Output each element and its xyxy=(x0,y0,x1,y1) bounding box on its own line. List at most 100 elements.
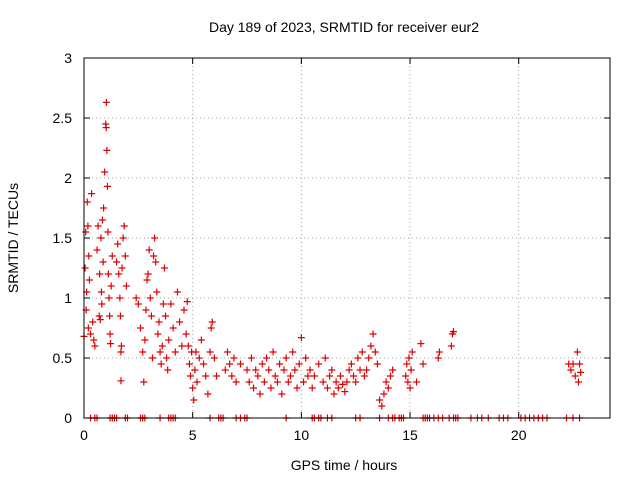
data-point xyxy=(232,378,240,386)
data-point xyxy=(304,372,312,380)
data-point xyxy=(118,264,126,272)
data-point xyxy=(404,378,412,386)
data-point xyxy=(116,294,124,302)
data-point xyxy=(84,324,92,332)
data-point xyxy=(363,366,371,374)
data-point xyxy=(276,360,284,368)
data-point xyxy=(155,318,163,326)
y-axis-label: SRMTID / TECUs xyxy=(5,183,21,293)
data-point xyxy=(117,312,125,320)
x-tick-label: 0 xyxy=(80,427,88,443)
data-point xyxy=(319,378,327,386)
data-point xyxy=(382,378,390,386)
data-point xyxy=(146,294,154,302)
data-point xyxy=(81,264,89,272)
data-point xyxy=(204,390,212,398)
data-point xyxy=(223,348,231,356)
data-point xyxy=(153,288,161,296)
data-point xyxy=(282,354,290,362)
data-point xyxy=(576,360,584,368)
data-point xyxy=(144,270,152,278)
data-point xyxy=(577,368,585,376)
data-point xyxy=(308,384,316,392)
data-point xyxy=(117,348,125,356)
data-point xyxy=(90,336,98,344)
data-point xyxy=(435,348,443,356)
data-point xyxy=(202,372,210,380)
data-point xyxy=(100,204,108,212)
data-point xyxy=(571,372,579,380)
data-point xyxy=(289,348,297,356)
data-point xyxy=(143,276,151,284)
data-point xyxy=(336,372,344,380)
data-point xyxy=(140,378,148,386)
data-point xyxy=(345,366,353,374)
data-point xyxy=(195,354,203,362)
x-tick-label: 20 xyxy=(511,427,527,443)
chart-title: Day 189 of 2023, SRMTID for receiver eur… xyxy=(209,19,479,35)
data-point xyxy=(434,354,442,362)
data-point xyxy=(302,354,310,362)
data-point xyxy=(310,372,318,380)
data-point xyxy=(94,222,102,230)
data-point xyxy=(102,98,110,106)
data-point xyxy=(104,270,112,278)
data-point xyxy=(567,366,575,374)
data-point xyxy=(200,360,208,368)
data-point xyxy=(82,228,90,236)
data-point xyxy=(148,354,156,362)
x-tick-label: 10 xyxy=(294,427,310,443)
data-point xyxy=(376,396,384,404)
data-point xyxy=(450,328,458,336)
data-point xyxy=(258,360,266,368)
data-point xyxy=(347,360,355,368)
data-point xyxy=(273,378,281,386)
data-point xyxy=(121,252,129,260)
data-point xyxy=(267,384,275,392)
data-point xyxy=(417,340,425,348)
data-point xyxy=(369,330,377,338)
data-point xyxy=(293,384,301,392)
data-point xyxy=(447,342,455,350)
data-point xyxy=(254,372,262,380)
data-point xyxy=(360,372,368,380)
data-point xyxy=(139,348,147,356)
data-point xyxy=(152,258,160,266)
data-point xyxy=(245,378,253,386)
data-point xyxy=(122,282,130,290)
data-point xyxy=(574,378,582,386)
data-point xyxy=(99,258,107,266)
data-point xyxy=(89,318,97,326)
data-point xyxy=(162,312,170,320)
data-point xyxy=(378,402,386,410)
data-point xyxy=(250,384,258,392)
data-point xyxy=(101,168,109,176)
data-point xyxy=(291,366,299,374)
data-point xyxy=(236,360,244,368)
data-point xyxy=(182,330,190,338)
data-point xyxy=(164,366,172,374)
data-point xyxy=(95,312,103,320)
data-point xyxy=(286,372,294,380)
data-point xyxy=(265,366,273,374)
y-tick-label: 3 xyxy=(64,50,72,66)
data-points xyxy=(80,98,585,422)
data-point xyxy=(176,318,184,326)
data-point xyxy=(97,234,105,242)
data-point xyxy=(569,360,577,368)
data-point xyxy=(280,366,288,374)
data-point xyxy=(192,348,200,356)
data-point xyxy=(260,378,268,386)
data-point xyxy=(573,348,581,356)
data-point xyxy=(85,252,93,260)
data-point xyxy=(230,354,238,362)
data-point xyxy=(343,378,351,386)
data-point xyxy=(350,372,358,380)
x-tick-label: 15 xyxy=(402,427,418,443)
data-point xyxy=(300,378,308,386)
data-point xyxy=(137,324,145,332)
data-point xyxy=(147,312,155,320)
data-point xyxy=(183,298,191,306)
data-point xyxy=(403,360,411,368)
data-point xyxy=(113,258,121,266)
